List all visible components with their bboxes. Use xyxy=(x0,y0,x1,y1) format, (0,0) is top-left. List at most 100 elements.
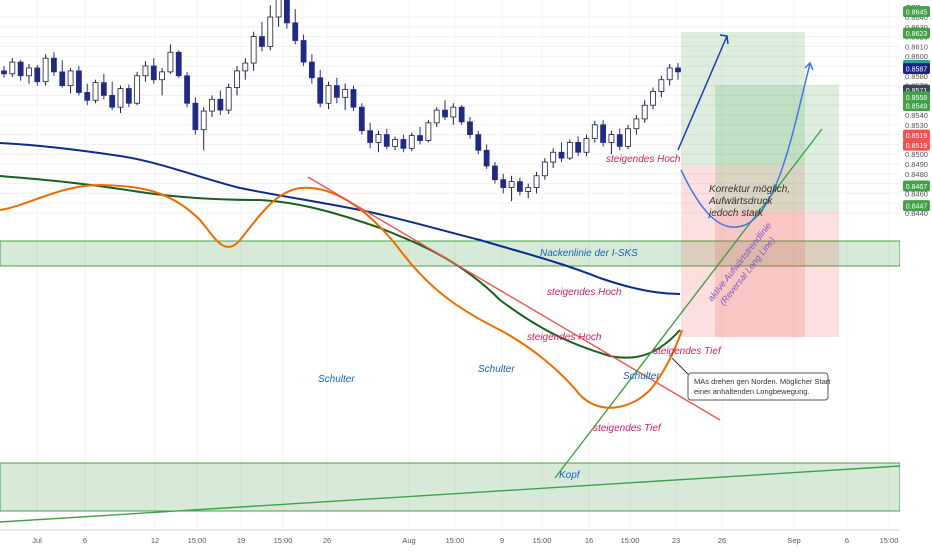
price-badge: 0.8519 xyxy=(903,129,930,141)
candle-body xyxy=(467,121,473,136)
support-trend-line xyxy=(0,465,901,523)
price-badge-box xyxy=(903,200,930,212)
uptrend-line xyxy=(554,128,823,479)
candle-body xyxy=(225,87,232,111)
candle-body xyxy=(284,0,290,24)
candle xyxy=(184,71,190,108)
head-label: Kopf xyxy=(559,470,581,481)
callout-text-2: einer anhaltenden Longbewegung. xyxy=(694,387,810,396)
higher-low-label-1: steigendes Tief xyxy=(653,346,722,357)
candle-body xyxy=(492,165,498,181)
candle xyxy=(259,21,265,52)
candle-body xyxy=(100,82,107,96)
candle xyxy=(308,54,315,84)
x-tick-label: Jul xyxy=(32,536,42,545)
candle-body xyxy=(51,57,57,73)
right-shoulder-label: Schulter xyxy=(623,371,660,382)
candle xyxy=(500,173,507,194)
candle xyxy=(100,73,107,100)
price-badge: 0.8519 xyxy=(903,139,930,151)
y-tick-label: 0.8630 xyxy=(905,23,928,32)
x-tick-label: 23 xyxy=(672,536,680,545)
y-tick-label: 0.8610 xyxy=(905,42,928,51)
candle xyxy=(575,136,582,157)
candle-body xyxy=(350,89,357,108)
candle xyxy=(242,58,249,80)
candle-body xyxy=(342,89,349,98)
candle xyxy=(600,119,607,147)
candle xyxy=(458,105,465,125)
candle-body xyxy=(442,109,448,118)
higher-high-label-1: steigendes Hoch xyxy=(606,154,681,165)
candle xyxy=(358,103,365,135)
candle-body xyxy=(558,151,565,159)
candle xyxy=(467,116,473,139)
candle xyxy=(508,175,515,202)
candle-body xyxy=(475,134,482,151)
neckline-label: Nackenlinie der I-SKS xyxy=(540,248,638,259)
candle xyxy=(375,130,382,153)
y-tick-label: 0.8600 xyxy=(905,52,928,61)
projection-curve xyxy=(680,63,811,228)
price-badge-label: 0.8549 xyxy=(906,104,928,111)
y-tick-label: 0.8440 xyxy=(905,209,928,218)
candle-body xyxy=(34,67,41,83)
candle xyxy=(325,81,332,110)
candle xyxy=(383,128,390,150)
downtrend-line xyxy=(307,176,721,421)
candle xyxy=(192,97,199,135)
candle xyxy=(350,85,357,112)
price-badge: 0.8623 xyxy=(903,27,930,39)
candle-body xyxy=(375,134,382,143)
x-tick-label: Sep xyxy=(787,536,800,545)
target-zone-2 xyxy=(715,85,839,211)
candle-body xyxy=(625,128,631,147)
left-shoulder-label: Schulter xyxy=(318,374,355,385)
candle xyxy=(650,87,656,110)
candle-body xyxy=(500,179,507,188)
x-tick-label: 15:00 xyxy=(274,536,293,545)
x-tick-label: 9 xyxy=(500,536,504,545)
candle xyxy=(400,134,407,153)
candle xyxy=(641,100,648,123)
candle-body xyxy=(450,106,457,118)
projection-arrow-1-head xyxy=(719,34,729,45)
candle xyxy=(492,162,498,184)
x-tick-label: 15:00 xyxy=(880,536,899,545)
price-badge: 0.8549 xyxy=(903,100,930,112)
candle-body xyxy=(417,135,423,141)
candle xyxy=(342,83,349,111)
candle xyxy=(517,177,523,196)
candle xyxy=(209,95,215,117)
x-tick-label: 26 xyxy=(718,536,726,545)
callout-text-1: MAs drehen gen Norden. Möglicher Start xyxy=(694,377,831,386)
candle-body xyxy=(84,92,91,101)
candle-body xyxy=(300,40,307,63)
price-badge-box xyxy=(903,91,930,103)
candle xyxy=(675,63,681,80)
candle-body xyxy=(541,161,548,177)
candle-body xyxy=(134,75,141,104)
price-badges: 0.86450.86230.85900.85870.85710.85580.85… xyxy=(903,6,930,212)
price-badge-box xyxy=(903,139,930,151)
candle-body xyxy=(600,124,607,143)
price-badge-box xyxy=(903,100,930,112)
x-tick-label: 16 xyxy=(585,536,593,545)
candle xyxy=(658,75,665,98)
candle xyxy=(125,84,132,108)
x-tick-label: 6 xyxy=(845,536,849,545)
candle-body xyxy=(259,36,265,47)
price-badge-box xyxy=(903,180,930,192)
stop-zone-1 xyxy=(681,165,805,337)
candle xyxy=(583,134,590,157)
candle-body xyxy=(308,61,315,79)
x-tick-label: 15:00 xyxy=(446,536,465,545)
candle xyxy=(525,183,532,199)
candle xyxy=(225,83,232,115)
x-tick-label: 15:00 xyxy=(621,536,640,545)
candle xyxy=(550,148,557,168)
projection-arrow-1 xyxy=(677,35,728,151)
candle-body xyxy=(616,134,623,147)
